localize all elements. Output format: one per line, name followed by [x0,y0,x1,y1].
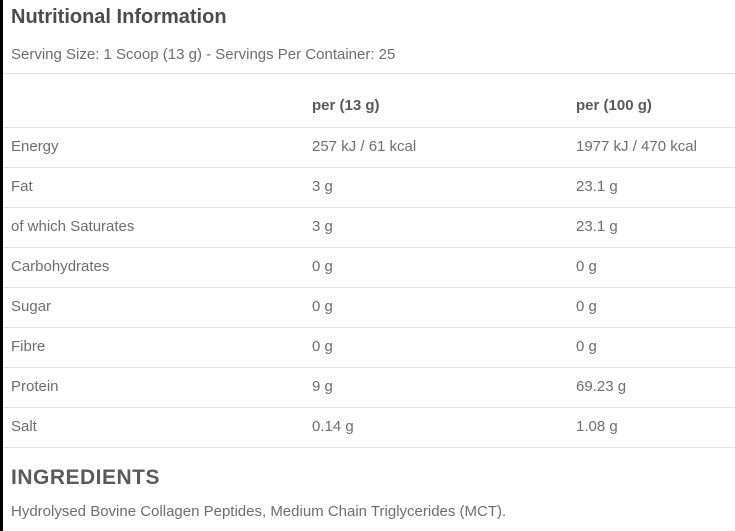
table-row: Sugar 0 g 0 g [3,287,735,328]
row-label: Protein [3,367,312,408]
column-header-label [3,73,312,128]
table-row: Fat 3 g 23.1 g [3,167,735,208]
value-per-serving: 3 g [312,167,576,208]
table-row: Carbohydrates 0 g 0 g [3,247,735,288]
row-label: of which Saturates [3,207,312,248]
row-label: Energy [3,127,312,168]
value-per-serving: 0 g [312,327,576,368]
panel-content: Nutritional Information Serving Size: 1 … [3,0,735,521]
value-per-100g: 69.23 g [576,367,735,408]
table-header-row: per (13 g) per (100 g) [3,73,735,128]
row-label: Fibre [3,327,312,368]
value-per-serving: 0 g [312,287,576,328]
value-per-serving: 0.14 g [312,407,576,448]
page-title: Nutritional Information [11,6,227,28]
row-label: Salt [3,407,312,448]
value-per-100g: 23.1 g [576,207,735,248]
value-per-100g: 1.08 g [576,407,735,448]
table-row: Salt 0.14 g 1.08 g [3,407,735,448]
table-row: Energy 257 kJ / 61 kcal 1977 kJ / 470 kc… [3,127,735,168]
value-per-serving: 257 kJ / 61 kcal [312,127,576,168]
serving-info: Serving Size: 1 Scoop (13 g) - Servings … [11,46,396,63]
table-row: Protein 9 g 69.23 g [3,367,735,408]
row-label: Carbohydrates [3,247,312,288]
value-per-serving: 0 g [312,247,576,288]
table-row: Fibre 0 g 0 g [3,327,735,368]
value-per-100g: 1977 kJ / 470 kcal [576,127,735,168]
row-label: Fat [3,167,312,208]
column-header-per-serving: per (13 g) [312,73,576,128]
value-per-serving: 3 g [312,207,576,248]
ingredients-heading: INGREDIENTS [11,466,161,489]
row-label: Sugar [3,287,312,328]
value-per-serving: 9 g [312,367,576,408]
table-row: of which Saturates 3 g 23.1 g [3,207,735,248]
value-per-100g: 23.1 g [576,167,735,208]
value-per-100g: 0 g [576,327,735,368]
value-per-100g: 0 g [576,247,735,288]
value-per-100g: 0 g [576,287,735,328]
ingredients-text: Hydrolysed Bovine Collagen Peptides, Med… [11,503,507,520]
nutrition-table: per (13 g) per (100 g) Energy 257 kJ / 6… [3,73,735,448]
column-header-per-100g: per (100 g) [576,73,735,128]
